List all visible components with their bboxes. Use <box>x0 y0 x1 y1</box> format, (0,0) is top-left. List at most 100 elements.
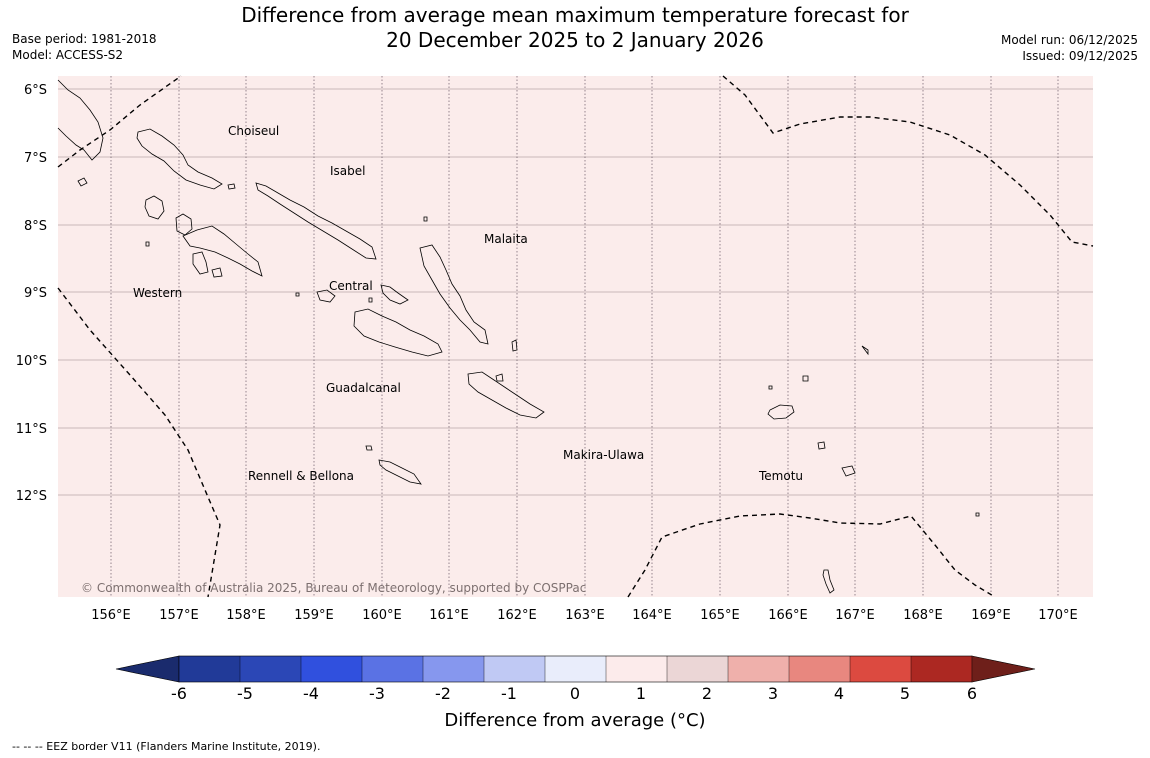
small-island-3 <box>295 292 300 297</box>
colorbar-title: Difference from average (°C) <box>444 710 706 731</box>
label-western: Western <box>133 286 182 300</box>
anuta-island <box>822 569 835 594</box>
colorbar-swatch <box>850 656 912 682</box>
vella-lavella-island <box>144 195 165 220</box>
label-choiseul: Choiseul <box>228 124 279 138</box>
longitude-labels: 156°E 157°E 158°E 159°E 160°E 161°E 162°… <box>91 608 1078 623</box>
colorbar-swatch <box>911 656 973 682</box>
eez-border-note: -- -- -- EEZ border V11 (Flanders Marine… <box>12 740 321 753</box>
colorbar-tick-label: 0 <box>570 684 580 703</box>
temotu-small-6 <box>975 512 980 517</box>
base-period: Base period: 1981-2018 <box>12 32 157 46</box>
santa-cruz-island <box>767 404 795 420</box>
latitude-labels: 6°S 7°S 8°S 9°S 10°S 11°S 12°S <box>16 83 47 504</box>
lon-label: 157°E <box>159 608 199 623</box>
colorbar-swatch <box>545 656 607 682</box>
meridians <box>110 76 1059 597</box>
meta-right: Model run: 06/12/2025 Issued: 09/12/2025 <box>1001 32 1138 64</box>
lon-label: 156°E <box>91 608 131 623</box>
lon-label: 162°E <box>497 608 537 623</box>
colorbar-tick-label: 1 <box>636 684 646 703</box>
colorbar-swatch <box>423 656 485 682</box>
malaita-island <box>419 244 489 345</box>
colorbar-tick-label: -5 <box>237 684 253 703</box>
lon-label: 169°E <box>971 608 1011 623</box>
label-malaita: Malaita <box>484 232 528 246</box>
small-island-2 <box>368 297 373 303</box>
lon-label: 158°E <box>226 608 266 623</box>
colorbar-swatch <box>240 656 302 682</box>
lon-label: 167°E <box>835 608 875 623</box>
lon-label: 159°E <box>294 608 334 623</box>
parallels <box>58 88 1093 496</box>
small-island-western <box>211 267 223 278</box>
colorbar-frame <box>178 655 973 683</box>
lat-label: 6°S <box>24 83 47 98</box>
kolombangara-island <box>175 213 193 236</box>
map-background <box>58 76 1093 597</box>
santa-isabel-island <box>255 182 377 260</box>
small-island-4 <box>145 241 150 247</box>
colorbar-swatch <box>728 656 790 682</box>
colorbar-tick-label: -3 <box>369 684 385 703</box>
temotu-small-2 <box>802 375 809 382</box>
title-line-2: 20 December 2025 to 2 January 2026 <box>386 28 764 52</box>
province-labels: Choiseul Isabel Malaita Western Central … <box>133 124 803 483</box>
lat-label: 11°S <box>16 422 47 437</box>
temotu-small-3 <box>817 441 826 450</box>
lon-label: 160°E <box>362 608 402 623</box>
bellona-island <box>365 445 373 451</box>
florida-island <box>380 284 409 305</box>
model-run: Model run: 06/12/2025 <box>1000 33 1138 47</box>
makira-island <box>467 371 545 419</box>
colorbar-swatch <box>484 656 546 682</box>
colorbar-under-arrow <box>115 655 180 683</box>
lat-label: 7°S <box>24 151 47 166</box>
meta-left: Base period: 1981-2018 Model: ACCESS-S2 <box>12 31 157 63</box>
colorbar-tick-label: 5 <box>900 684 910 703</box>
issued-date: Issued: 09/12/2025 <box>1022 49 1138 63</box>
colorbar-tick-label: 6 <box>967 684 977 703</box>
label-isabel: Isabel <box>330 164 365 178</box>
colorbar: -6 -5 -4 -3 -2 -1 0 1 2 3 4 5 6 <box>115 655 1036 703</box>
lat-label: 9°S <box>24 286 47 301</box>
label-guadalcanal: Guadalcanal <box>326 381 401 395</box>
colorbar-tick-label: -2 <box>435 684 451 703</box>
temotu-small-1 <box>768 385 773 390</box>
colorbar-tick-label: 3 <box>768 684 778 703</box>
rennell-island <box>378 459 422 485</box>
colorbar-swatch <box>789 656 851 682</box>
colorbar-swatch <box>301 656 363 682</box>
colorbar-tick-label: -4 <box>303 684 319 703</box>
colorbar-tick-label: 2 <box>702 684 712 703</box>
new-georgia-island <box>182 225 263 277</box>
small-makira-island <box>495 373 504 382</box>
rendova-island <box>192 251 209 275</box>
lat-label: 8°S <box>24 219 47 234</box>
colorbar-swatch <box>179 656 241 682</box>
russell-island <box>316 289 336 303</box>
graticule <box>58 76 1093 597</box>
colorbar-tick-label: -1 <box>501 684 517 703</box>
colorbar-tick-label: -6 <box>171 684 187 703</box>
temotu-small-4 <box>841 465 856 477</box>
lon-label: 163°E <box>565 608 605 623</box>
lon-label: 165°E <box>700 608 740 623</box>
lon-label: 161°E <box>429 608 469 623</box>
bougainville-island <box>57 79 104 161</box>
colorbar-tick-labels: -6 -5 -4 -3 -2 -1 0 1 2 3 4 5 6 <box>171 684 977 703</box>
small-island-choiseul <box>227 183 236 190</box>
model-name: Model: ACCESS-S2 <box>12 48 124 62</box>
coastlines <box>57 79 980 594</box>
colorbar-over-arrow <box>971 655 1036 683</box>
lon-label: 164°E <box>632 608 672 623</box>
label-central: Central <box>329 279 373 293</box>
copyright-text: © Commonwealth of Australia 2025, Bureau… <box>81 581 586 595</box>
colorbar-swatch <box>362 656 424 682</box>
temotu-small-5 <box>861 345 869 356</box>
small-malaita-island <box>511 339 518 352</box>
label-rennell-bellona: Rennell & Bellona <box>248 469 354 483</box>
title-line-1: Difference from average mean maximum tem… <box>241 3 909 27</box>
label-temotu: Temotu <box>758 469 803 483</box>
